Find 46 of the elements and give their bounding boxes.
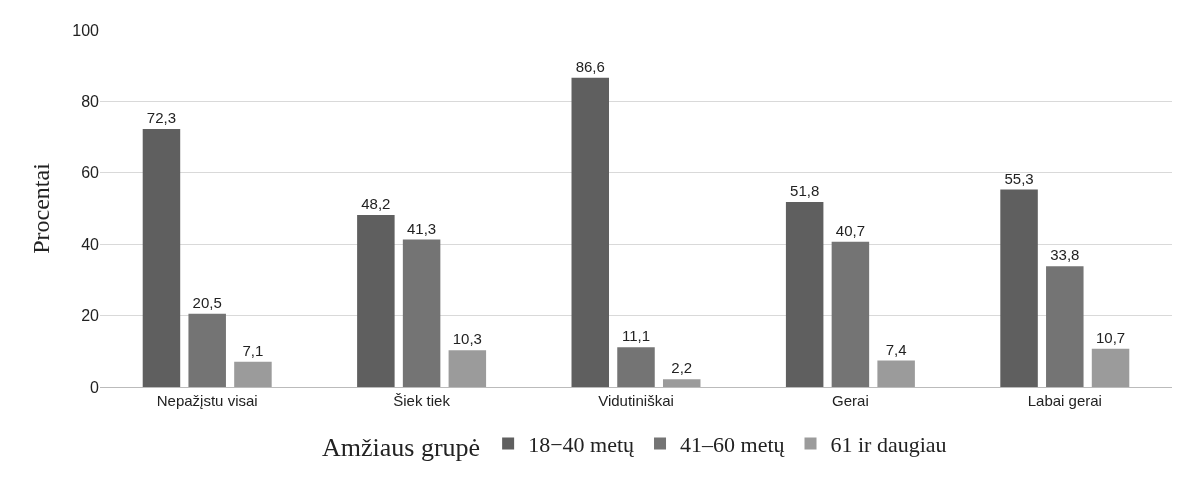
y-tick-label: 80 (81, 93, 100, 110)
data-label: 41,3 (407, 219, 437, 237)
legend-title: Amžiaus grupė (322, 433, 481, 463)
data-label: 86,6 (575, 57, 605, 75)
bar (1000, 189, 1038, 387)
bar (402, 239, 441, 387)
x-tick-label: Vidutiniškai (598, 392, 674, 409)
data-label: 55,3 (1004, 169, 1034, 187)
legend-label: 61 ir daugiau (830, 432, 947, 458)
data-label: 7,1 (242, 341, 264, 359)
bar (357, 214, 395, 387)
y-tick-label: 0 (90, 378, 100, 396)
data-label: 10,7 (1095, 328, 1126, 346)
data-label: 72,3 (146, 108, 177, 126)
data-label: 48,2 (361, 194, 391, 212)
bar (785, 202, 824, 387)
bar (448, 350, 487, 387)
y-tick-label: 100 (72, 21, 100, 39)
bar (662, 379, 701, 387)
data-label: 40,7 (835, 221, 865, 239)
data-label: 11,1 (621, 327, 651, 345)
data-label: 10,3 (452, 330, 482, 348)
legend-label: 41–60 metų (680, 432, 786, 458)
legend-label: 18−40 metų (528, 432, 636, 458)
bar (142, 128, 181, 387)
y-tick-label: 60 (81, 164, 100, 182)
data-label: 20,5 (192, 293, 222, 311)
bar (831, 241, 870, 387)
x-tick-label: Labai gerai (1027, 392, 1102, 409)
bar (877, 360, 915, 387)
x-tick-label: Gerai (832, 392, 869, 409)
data-label: 33,8 (1050, 246, 1080, 264)
bar (1091, 348, 1130, 387)
x-tick-label: Šiek tiek (393, 392, 451, 409)
bar (188, 313, 226, 387)
data-label: 2,2 (671, 359, 693, 377)
bar (617, 347, 655, 387)
y-tick-label: 40 (81, 235, 100, 253)
y-tick-label: 20 (81, 307, 100, 325)
y-axis-title: Procentai (28, 162, 55, 254)
bar (234, 361, 272, 387)
bar (571, 77, 610, 387)
bar (1046, 266, 1084, 387)
x-tick-label: Nepažįstu visai (156, 392, 258, 409)
data-label: 51,8 (790, 182, 820, 200)
data-label: 7,4 (885, 340, 907, 358)
